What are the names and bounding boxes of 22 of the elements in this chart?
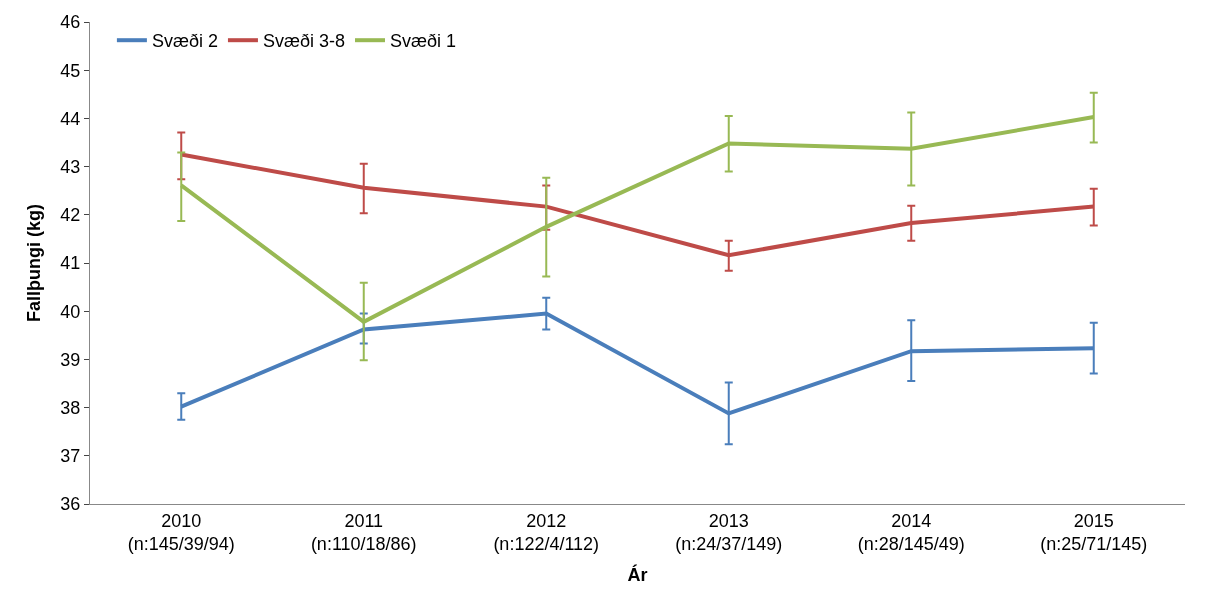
legend-label: Svæði 3-8 <box>262 31 345 52</box>
legend-label: Svæði 2 <box>151 31 218 52</box>
x-tick-label: 2011 (n:110/18/86) <box>310 510 417 554</box>
y-tick-label: 38 <box>60 397 81 418</box>
y-tick-label: 36 <box>60 494 81 515</box>
y-tick-label: 44 <box>60 108 81 129</box>
y-tick-label: 42 <box>60 205 81 226</box>
y-tick-label: 43 <box>60 156 81 177</box>
y-axis-title: Fallþungi (kg) <box>23 204 44 322</box>
x-tick-label: 2012 (n:122/4/112) <box>493 510 600 554</box>
y-tick-label: 39 <box>60 349 81 370</box>
y-tick-label: 37 <box>60 446 81 467</box>
legend-label: Svæði 1 <box>389 31 457 52</box>
y-tick-label: 46 <box>60 12 81 33</box>
x-tick-label: 2010 (n:145/39/94) <box>127 510 235 554</box>
y-tick-label: 41 <box>60 253 81 274</box>
x-axis-title: Ár <box>627 564 648 586</box>
y-tick-label: 45 <box>60 60 81 81</box>
y-tick-label: 40 <box>60 301 81 322</box>
x-tick-label: 2014 (n:28/145/49) <box>857 510 965 554</box>
x-tick-label: 2013 (n:24/37/149) <box>675 510 783 554</box>
x-tick-label: 2015 (n:25/71/145) <box>1040 510 1148 554</box>
